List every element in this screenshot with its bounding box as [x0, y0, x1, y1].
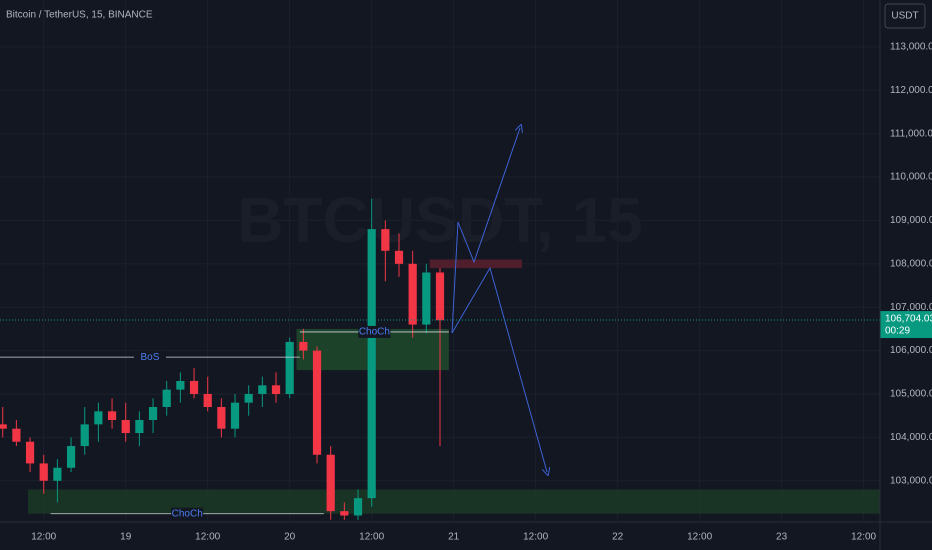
candle-body — [25, 441, 35, 464]
level-label-bg — [133, 351, 166, 364]
y-tick-label: 105,000.00 — [890, 389, 932, 400]
candle-body — [271, 385, 281, 394]
x-tick-label: 12:00 — [359, 532, 384, 543]
projection — [451, 128, 547, 472]
level-label: ChoCh — [359, 327, 390, 338]
currency-button[interactable] — [884, 3, 926, 29]
last-price-label: 106,704.03 — [885, 314, 932, 325]
watermark: BTCUSDT, 15 — [237, 184, 642, 256]
y-tick-label: 106,000.00 — [890, 345, 932, 356]
x-tick-label: 12:00 — [195, 532, 220, 543]
y-tick-label: 104,000.00 — [890, 432, 932, 443]
candle-body — [189, 380, 199, 394]
y-tick-label: 109,000.00 — [890, 215, 932, 226]
arrow-down — [451, 266, 547, 472]
y-tick-label: 110,000.00 — [890, 172, 932, 183]
candle-body — [394, 250, 404, 264]
candle-body — [367, 229, 376, 499]
candle-body — [121, 420, 130, 434]
candle-body — [162, 389, 171, 408]
x-tick-label: 12:00 — [31, 532, 56, 543]
candle-body — [422, 272, 431, 325]
x-tick-label: 22 — [612, 532, 624, 543]
x-tick-label: 23 — [776, 532, 788, 543]
y-tick-label: 112,000.00 — [890, 85, 932, 96]
candle-body — [435, 272, 445, 321]
candle-body — [148, 407, 158, 421]
y-tick-label: 111,000.00 — [890, 128, 932, 139]
candle-body — [230, 402, 240, 429]
y-tick-label: 107,000.00 — [890, 302, 932, 313]
candle-body — [66, 446, 76, 468]
y-tick-label: 113,000.00 — [890, 42, 932, 53]
level-label: BoS — [141, 352, 160, 363]
candle-body — [53, 467, 62, 481]
countdown: 00:29 — [885, 326, 910, 337]
zone — [429, 259, 522, 269]
candle-body — [299, 341, 308, 351]
candle-body — [285, 341, 294, 394]
candle-body — [244, 393, 253, 403]
candle-body — [381, 229, 390, 251]
candle-body — [340, 511, 349, 516]
candle-body — [312, 350, 322, 455]
candle-body — [408, 263, 417, 325]
candle-body — [353, 498, 363, 516]
last-price-badge — [880, 311, 932, 339]
x-tick-label: 12:00 — [851, 532, 876, 543]
level-label: ChoCh — [172, 508, 203, 519]
x-tick-label: 20 — [284, 532, 296, 543]
candle-body — [217, 407, 226, 429]
zone — [28, 489, 880, 514]
level-label-bg — [358, 325, 391, 338]
x-tick-label: 21 — [448, 532, 460, 543]
arrow-up — [451, 128, 520, 334]
candle-body — [258, 385, 267, 394]
candle-body — [12, 428, 21, 442]
level-label-bg — [171, 507, 204, 520]
candle-body — [107, 411, 117, 421]
x-tick-label: 12:00 — [523, 532, 548, 543]
y-tick-label: 103,000.00 — [890, 475, 932, 486]
x-tick-label: 12:00 — [687, 532, 712, 543]
candle-body — [326, 454, 335, 512]
candle-body — [94, 411, 103, 425]
candle-body — [80, 424, 89, 447]
candle-body — [0, 424, 7, 429]
y-tick-label: 108,000.00 — [890, 258, 932, 269]
chart-title: Bitcoin / TetherUS, 15, BINANCE — [6, 10, 153, 21]
candle-body — [176, 380, 185, 390]
candle-body — [39, 463, 48, 481]
currency-label[interactable]: USDT — [891, 11, 918, 22]
x-tick-label: 19 — [120, 532, 132, 543]
candle-body — [203, 393, 212, 408]
candle-body — [135, 420, 144, 434]
